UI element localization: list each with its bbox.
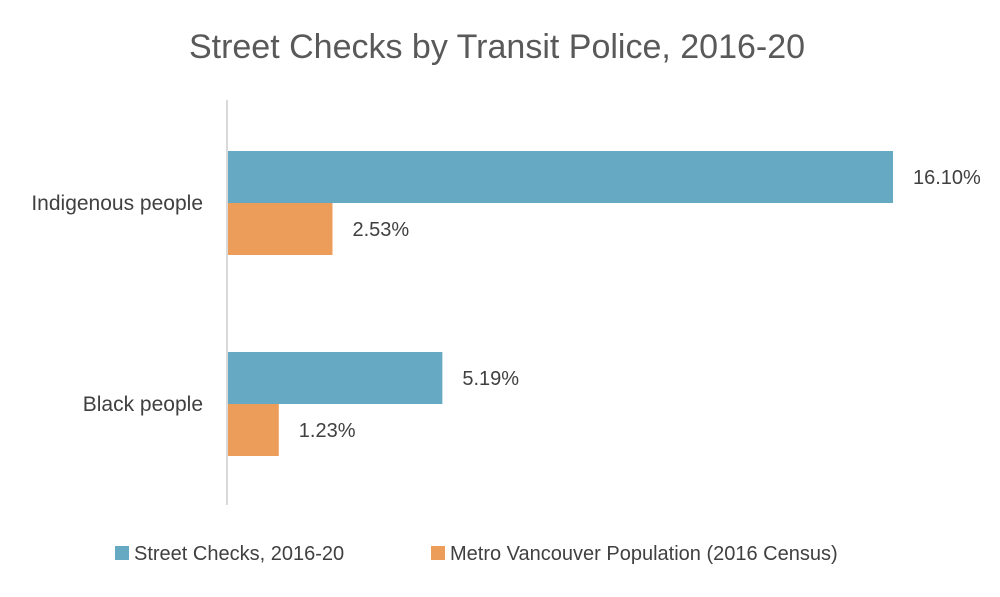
bar-indigenous-people-metro-vancouver-population-2016-census <box>228 203 333 255</box>
bar-black-people-metro-vancouver-population-2016-census <box>228 404 279 456</box>
data-label-black-people-metro-vancouver-population-2016-census: 1.23% <box>299 420 356 442</box>
data-label-indigenous-people-street-checks-2016-20: 16.10% <box>913 167 981 189</box>
bar-black-people-street-checks-2016-20 <box>228 352 443 404</box>
category-label-indigenous-people: Indigenous people <box>31 192 203 215</box>
chart-title: Street Checks by Transit Police, 2016-20 <box>189 28 805 66</box>
data-label-indigenous-people-metro-vancouver-population-2016-census: 2.53% <box>353 219 410 241</box>
legend-label-street-checks-2016-20: Street Checks, 2016-20 <box>134 543 344 565</box>
legend: Street Checks, 2016-20 Metro Vancouver Po… <box>115 543 838 565</box>
bar-indigenous-people-street-checks-2016-20 <box>228 151 893 203</box>
category-label-black-people: Black people <box>83 393 203 416</box>
labels-layer: Indigenous people 16.10% 2.53% Black people… <box>31 167 981 442</box>
legend-swatch-street-checks-2016-20 <box>115 546 129 560</box>
legend-label-metro-vancouver-population-2016-census: Metro Vancouver Population (2016 Census) <box>450 543 838 565</box>
data-label-black-people-street-checks-2016-20: 5.19% <box>462 368 519 390</box>
legend-swatch-metro-vancouver-population-2016-census <box>431 546 445 560</box>
bars-layer <box>228 151 893 456</box>
